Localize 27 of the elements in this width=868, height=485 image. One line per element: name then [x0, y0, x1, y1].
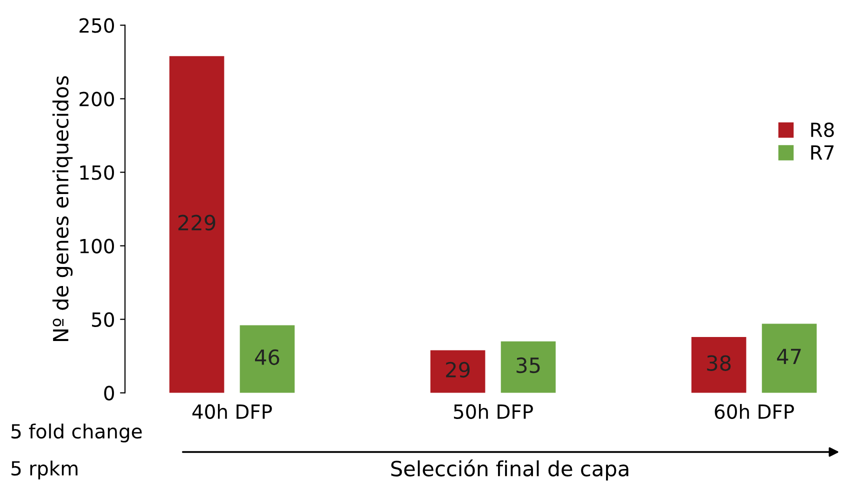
y-tick-label: 150 [80, 165, 114, 180]
bar [500, 341, 556, 393]
y-tick-label: 50 [92, 312, 114, 327]
y-tick-label: 250 [80, 18, 114, 33]
data-label: 229 [178, 214, 216, 231]
legend-label: R7 [811, 145, 834, 160]
text: 5 fold change [12, 424, 142, 442]
bar [430, 350, 486, 393]
data-label: 29 [446, 362, 470, 378]
y-tick-label: 0 [104, 386, 114, 401]
data-label: 46 [255, 349, 280, 366]
x-axis-title: Selección final de capa [391, 460, 628, 480]
y-tick-label: 100 [80, 238, 114, 254]
x-tick-label: 50h DFP [454, 404, 533, 420]
bar [240, 325, 295, 393]
y-axis-title: Nº de genes enriquecidos [52, 76, 73, 341]
legend-label: R8 [811, 122, 834, 138]
x-tick-label: 40h DFP [192, 404, 272, 420]
x-tick-label: 60h DFP [714, 404, 794, 420]
bar [762, 324, 817, 393]
data-label: 47 [777, 348, 801, 364]
text: 5 rpkm [12, 460, 78, 480]
bar [691, 336, 746, 393]
y-tick-label: 200 [80, 92, 114, 106]
data-label: 35 [516, 357, 540, 374]
data-label: 38 [707, 355, 731, 371]
bar [169, 56, 224, 393]
